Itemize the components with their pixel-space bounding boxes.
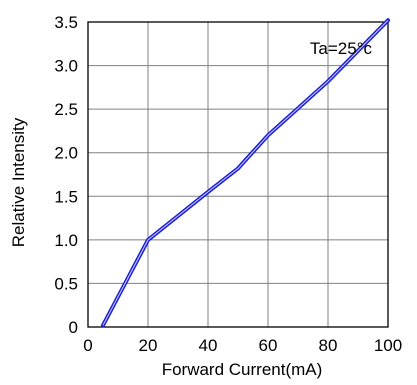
y-tick-label: 2.5 xyxy=(54,100,78,119)
temperature-annotation: Ta=25°c xyxy=(310,39,373,58)
x-tick-label: 60 xyxy=(259,336,278,355)
y-tick-label: 2.0 xyxy=(54,144,78,163)
y-tick-label: 0.5 xyxy=(54,274,78,293)
grid xyxy=(88,22,388,327)
y-tick-label: 1.5 xyxy=(54,187,78,206)
series-line-highlight xyxy=(102,19,389,326)
x-tick-label: 0 xyxy=(83,336,92,355)
y-tick-label: 0 xyxy=(69,318,78,337)
x-tick-labels: 0 20 40 60 80 100 xyxy=(83,336,402,355)
x-axis-label: Forward Current(mA) xyxy=(162,360,323,379)
x-tick-label: 40 xyxy=(199,336,218,355)
plot-frame xyxy=(87,21,389,328)
x-tick-label: 80 xyxy=(319,336,338,355)
y-tick-label: 1.0 xyxy=(54,231,78,250)
y-tick-label: 3.0 xyxy=(54,57,78,76)
y-tick-labels: 0 0.5 1.0 1.5 2.0 2.5 3.0 3.5 xyxy=(54,13,78,337)
series-layer xyxy=(101,18,390,328)
x-tick-label: 20 xyxy=(139,336,158,355)
y-tick-label: 3.5 xyxy=(54,13,78,32)
y-axis-label: Relative Intensity xyxy=(9,117,28,247)
x-tick-label: 100 xyxy=(374,336,402,355)
